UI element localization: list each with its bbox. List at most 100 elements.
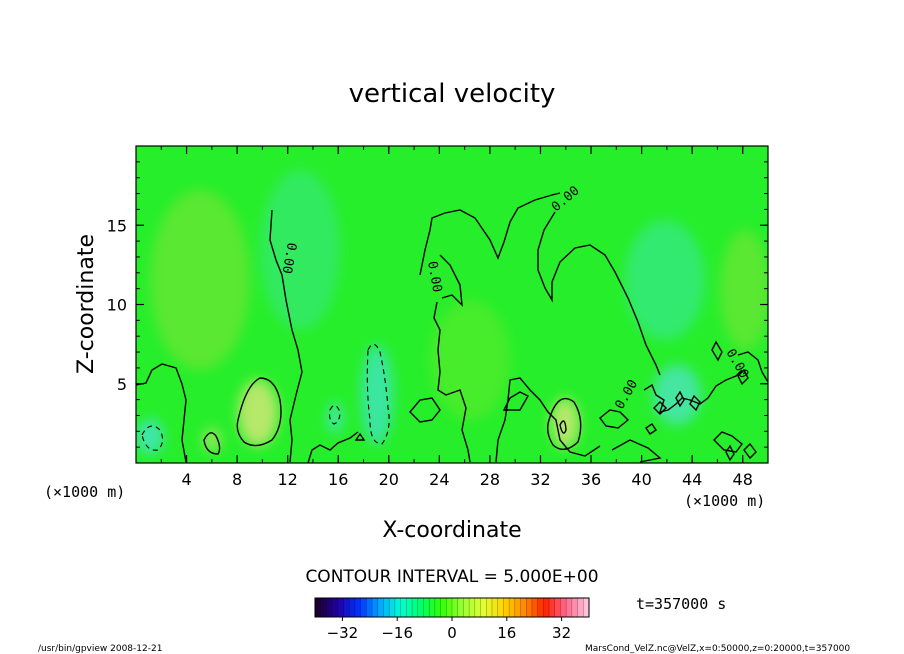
colorbar-strip	[497, 598, 504, 617]
colorbar-strip	[583, 598, 590, 617]
colorbar-tick-label: 32	[552, 624, 571, 642]
x-tick-label: 24	[429, 470, 449, 489]
updraft-region	[150, 190, 250, 370]
colorbar-strip	[537, 598, 544, 617]
contour-line	[495, 377, 601, 463]
contour-line	[307, 431, 359, 463]
footer-right: MarsCond_VelZ.nc@VelZ,x=0:50000,z=0:2000…	[585, 644, 850, 654]
downdraft-region	[136, 419, 164, 455]
x-tick-label: 32	[530, 470, 550, 489]
chart-title: vertical velocity	[349, 79, 556, 109]
colorbar-strip	[549, 598, 556, 617]
negative-contour	[328, 404, 341, 425]
colorbar-strip	[509, 598, 516, 617]
x-tick-label: 16	[328, 470, 348, 489]
colorbar-tick-label: 0	[447, 624, 457, 642]
contour-line	[502, 391, 529, 411]
downdraft-region	[361, 345, 393, 445]
colorbar-strip	[320, 598, 328, 617]
colorbar-strip	[412, 598, 419, 617]
y-axis-title: Z-coordinate	[74, 234, 99, 374]
contour-line	[711, 340, 723, 362]
x-unit-left: (×1000 m)	[44, 483, 125, 501]
contour-line	[713, 431, 743, 453]
y-tick-label: 10	[107, 296, 127, 315]
colorbar-tick-label: −32	[327, 624, 359, 642]
contour-line	[409, 397, 441, 423]
colorbar-strip	[560, 598, 567, 617]
updraft-region	[430, 300, 510, 420]
contour-line	[689, 394, 701, 412]
contour-line	[675, 390, 685, 408]
contour-line	[599, 409, 630, 429]
colorbar-strip	[343, 598, 350, 617]
contour-line	[743, 442, 757, 460]
contour-line	[737, 351, 768, 383]
colorbar-strip	[486, 598, 493, 617]
colorbar-strip	[554, 598, 562, 617]
contour-line	[439, 254, 463, 307]
footer-left: /usr/bin/gpview 2008-12-21	[38, 644, 162, 654]
colorbar-strip	[463, 598, 470, 617]
y-tick-label: 5	[117, 375, 127, 394]
contour-line	[354, 432, 366, 441]
colorbar-strip	[366, 598, 373, 617]
colorbar-strip	[423, 598, 430, 617]
contour-line	[203, 432, 221, 455]
dashed-contours	[141, 343, 390, 451]
colorbar-strip	[566, 598, 573, 617]
colorbar-strip	[526, 598, 533, 617]
contour-line	[236, 377, 282, 447]
x-tick-label: 20	[379, 470, 399, 489]
colorbar-strip	[440, 598, 447, 617]
colorbar-strip	[469, 598, 476, 617]
contour-interval-text: CONTOUR INTERVAL = 5.000E+00	[305, 567, 598, 587]
contour-label: 0.00	[424, 260, 444, 293]
colorbar-strip	[394, 598, 402, 617]
contour-line	[611, 439, 662, 463]
colorbar-strip	[389, 598, 396, 617]
x-tick-label: 4	[181, 470, 191, 489]
contour-label: 0.00	[279, 241, 299, 274]
colorbar-strip	[434, 598, 442, 617]
colorbar-strip	[372, 598, 379, 617]
x-tick-label: 44	[682, 470, 702, 489]
colorbar-strip	[571, 598, 579, 617]
colorbar-strip	[452, 598, 459, 617]
x-tick-label: 40	[631, 470, 651, 489]
colorbar-strip	[543, 598, 550, 617]
colorbar-strip	[337, 598, 345, 617]
colorbar-strip	[377, 598, 385, 617]
x-tick-label: 48	[733, 470, 753, 489]
contour-line	[643, 369, 743, 413]
contour-line	[737, 368, 749, 386]
colorbar-strip	[503, 598, 510, 617]
colorbar-strip	[332, 598, 339, 617]
contour-line	[546, 397, 582, 450]
contour-line	[136, 363, 187, 463]
x-unit-right: (×1000 m)	[684, 492, 765, 510]
contour-line	[559, 420, 567, 434]
contour-line	[725, 444, 735, 462]
x-axis-title: X-coordinate	[382, 518, 521, 543]
contour-line	[537, 211, 661, 376]
colorbar-tick-label: −16	[381, 624, 413, 642]
updraft-region	[238, 380, 278, 446]
downdraft-region	[653, 365, 701, 425]
colorbar-strip	[491, 598, 499, 617]
colorbar-strip	[514, 598, 522, 617]
downdraft-region	[625, 220, 705, 340]
x-tick-label: 36	[581, 470, 601, 489]
updraft-region	[720, 230, 768, 350]
colorbar-strip	[446, 598, 453, 617]
colorbar-strip	[400, 598, 407, 617]
colorbar-strip	[480, 598, 487, 617]
colorbar-strip	[577, 598, 584, 617]
contour-lines	[136, 192, 768, 463]
x-tick-label: 8	[232, 470, 242, 489]
contour-line	[269, 209, 303, 463]
colorbar-strip	[349, 598, 356, 617]
contour-line	[645, 423, 657, 435]
contour-line	[653, 401, 667, 415]
colorbar-strip	[417, 598, 425, 617]
